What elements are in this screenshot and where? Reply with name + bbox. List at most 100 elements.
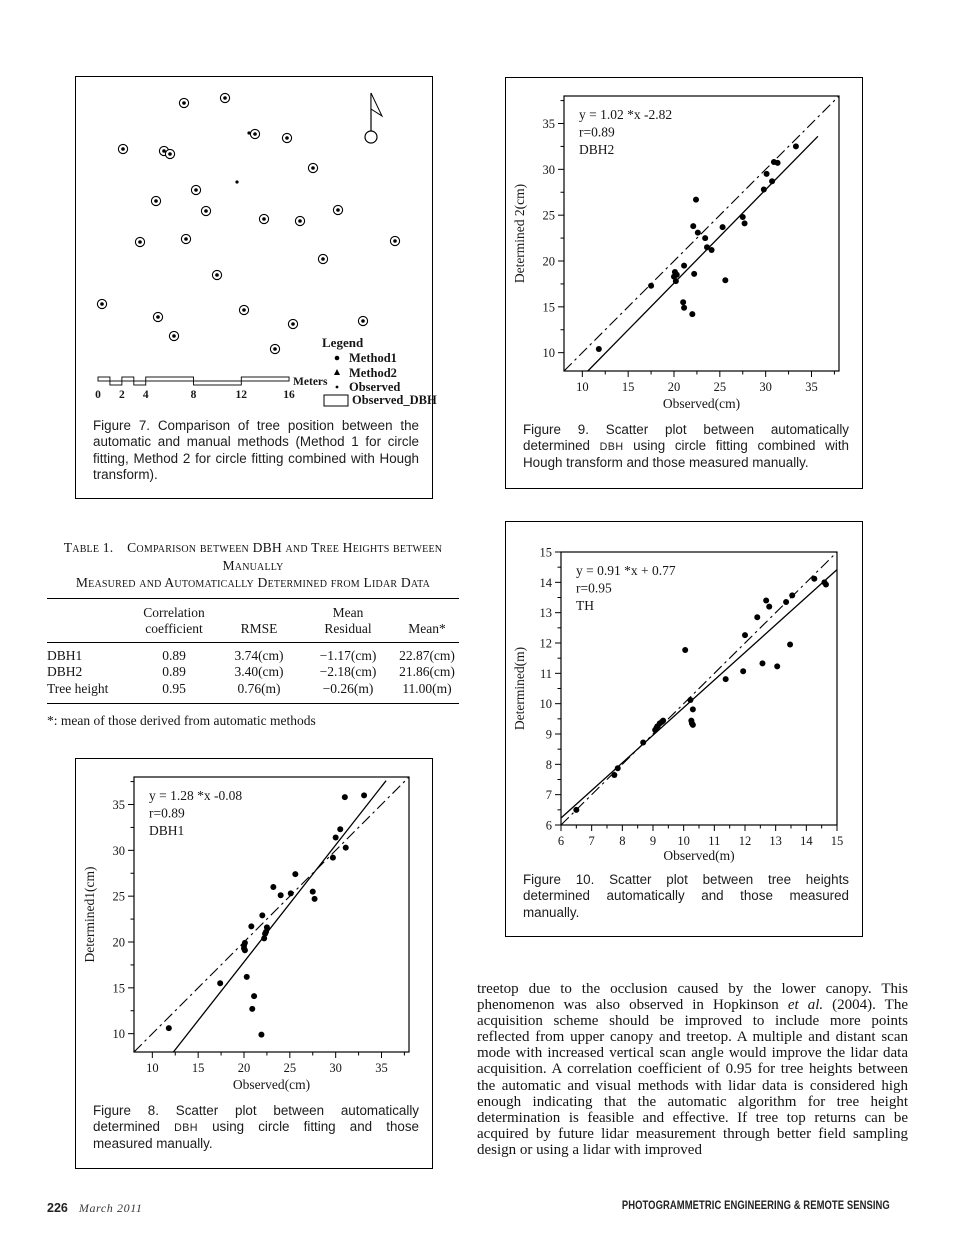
journal-name: PHOTOGRAMMETRIC ENGINEERING & REMOTE SEN…	[621, 1200, 890, 1212]
table-rule-bottom	[47, 703, 459, 705]
svg-text:4: 4	[143, 389, 149, 401]
svg-text:9: 9	[650, 834, 656, 848]
svg-text:25: 25	[543, 209, 556, 223]
table-cell: 0.89	[162, 647, 186, 663]
tree-position-map: 0 2 4 8 12 16MetersLegendMethod1Method2Observ…	[95, 92, 437, 407]
body-text-part: treetop due to the occlusion caused by t…	[477, 981, 908, 1014]
column-header: Correlation coefficient	[131, 605, 217, 637]
figure9-scatter-chart: 10 15 20 25 30 35 10 15 20 25 30 35 Observed(cm) Dete…	[512, 95, 840, 411]
fit-line	[172, 780, 387, 1053]
svg-text:8: 8	[191, 389, 197, 401]
column-header-line: RMSE	[240, 620, 278, 636]
svg-text:30: 30	[113, 844, 126, 858]
figure10-box: 6 7 8 9 10 11 12 13 14 15 6 7 8 9 10 11 12 13 14 15 Observed…	[505, 521, 863, 937]
legend-label: Method1	[349, 351, 397, 365]
table-cell: 0.95	[162, 680, 186, 696]
table-cell: 3.74(cm)	[234, 647, 284, 663]
svg-text:13: 13	[769, 834, 782, 848]
table1-title: Table 1. Comparison between DBH and Tree…	[47, 539, 459, 592]
svg-text:30: 30	[329, 1061, 342, 1075]
table-row: Tree height 0.95 0.76(m) −0.26(m) 11.00(m)	[47, 681, 459, 698]
svg-text:15: 15	[543, 300, 556, 314]
svg-text:0: 0	[95, 389, 101, 401]
table1-title-line2: Measured and Automatically Determined fr…	[75, 575, 431, 591]
svg-text:25: 25	[284, 1061, 297, 1075]
row-label: Tree height	[47, 680, 109, 696]
svg-text:10: 10	[113, 1027, 126, 1041]
legend-triangle-icon	[334, 369, 340, 375]
y-axis: 10 15 20 25 30 35	[113, 781, 134, 1041]
legend-smalldot-icon	[335, 385, 339, 389]
svg-text:8: 8	[619, 834, 625, 848]
svg-text:15: 15	[192, 1061, 205, 1075]
svg-text:12: 12	[540, 637, 553, 651]
table-cell: 11.00(m)	[402, 680, 452, 696]
legend-title: Legend	[322, 335, 364, 350]
svg-text:6: 6	[558, 834, 564, 848]
dbh-smallcaps: DBH	[599, 441, 624, 454]
svg-text:13: 13	[540, 606, 553, 620]
table-row: DBH1 0.89 3.74(cm) −1.17(cm) 22.87(cm)	[47, 648, 459, 665]
fit-line	[587, 135, 819, 372]
svg-text:35: 35	[375, 1061, 388, 1075]
svg-text:2: 2	[119, 389, 125, 401]
figure10-caption: Figure 10. Scatter plot between tree hei…	[523, 872, 849, 920]
svg-text:8: 8	[546, 758, 552, 772]
plot-frame	[133, 776, 410, 1053]
legend-label: Observed_DBH	[352, 393, 437, 407]
legend-rect-icon	[323, 394, 349, 407]
svg-text:6: 6	[546, 819, 552, 833]
body-text: treetop due to the occlusion caused by t…	[477, 981, 908, 1158]
scale-bar-unit: Meters	[293, 376, 328, 388]
data-points	[165, 792, 368, 1038]
y-axis-label: Determined 2(cm)	[512, 184, 527, 283]
svg-text:15: 15	[113, 981, 126, 995]
svg-text:20: 20	[113, 936, 126, 950]
svg-text:20: 20	[543, 255, 556, 269]
svg-text:12: 12	[236, 389, 248, 401]
svg-text:15: 15	[540, 546, 553, 560]
annotation-line: TH	[576, 598, 594, 613]
page-number: 226	[47, 1201, 68, 1215]
x-axis-label: Observed(m)	[663, 848, 734, 863]
row-label: DBH1	[47, 647, 83, 663]
annotation-line: r=0.89	[149, 806, 185, 821]
svg-text:7: 7	[589, 834, 595, 848]
svg-text:10: 10	[543, 346, 556, 360]
table-cell: 0.76(m)	[237, 680, 281, 696]
identity-line	[133, 776, 410, 1053]
y-axis: 6 7 8 9 10 11 12 13 14 15	[540, 546, 561, 833]
column-header-line: Residual	[324, 620, 372, 636]
figure7-box: 0 2 4 8 12 16 Meters Legend Method1 Method2 Observ…	[75, 76, 437, 499]
x-axis: 10 15 20 25 30 35	[576, 371, 835, 394]
svg-text:11: 11	[708, 834, 720, 848]
column-header-line: Correlation	[143, 605, 205, 621]
table-cell: 3.40(cm)	[234, 664, 284, 680]
table-cell: −1.17(cm)	[319, 647, 377, 663]
svg-text:11: 11	[540, 667, 552, 681]
annotation-line: DBH2	[579, 142, 614, 157]
svg-text:14: 14	[800, 834, 813, 848]
svg-text:25: 25	[113, 890, 126, 904]
annotation-line: DBH1	[149, 823, 184, 838]
svg-text:15: 15	[831, 834, 844, 848]
y-axis-label: Determined1(cm)	[82, 867, 97, 963]
figure8-caption: Figure 8. Scatter plot between automatic…	[93, 1103, 420, 1151]
table-cell: −0.26(m)	[322, 680, 374, 696]
svg-text:35: 35	[805, 380, 818, 394]
map-points	[96, 92, 401, 355]
table-cell: 21.86(cm)	[399, 664, 455, 680]
annotation-line: y = 1.02 *x -2.82	[579, 107, 672, 122]
figure8-box: 10 15 20 25 30 35 10 15 20 25 30 35 Observed(cm) Dete…	[75, 758, 433, 1169]
annotation-line: r=0.95	[576, 581, 612, 596]
svg-text:25: 25	[714, 380, 727, 394]
legend-label: Method2	[349, 366, 397, 380]
figure9-box: 10 15 20 25 30 35 10 15 20 25 30 35 Observed(cm) Dete…	[505, 77, 863, 489]
column-header-line: Mean	[332, 605, 364, 621]
x-axis: 6 7 8 9 10 11 12 13 14 15	[558, 825, 843, 848]
fit-line	[560, 569, 838, 819]
svg-text:14: 14	[540, 576, 553, 590]
table1-header-row: Correlation coefficient RMSE Mean Residual Me…	[47, 599, 459, 642]
svg-text:35: 35	[113, 798, 126, 812]
